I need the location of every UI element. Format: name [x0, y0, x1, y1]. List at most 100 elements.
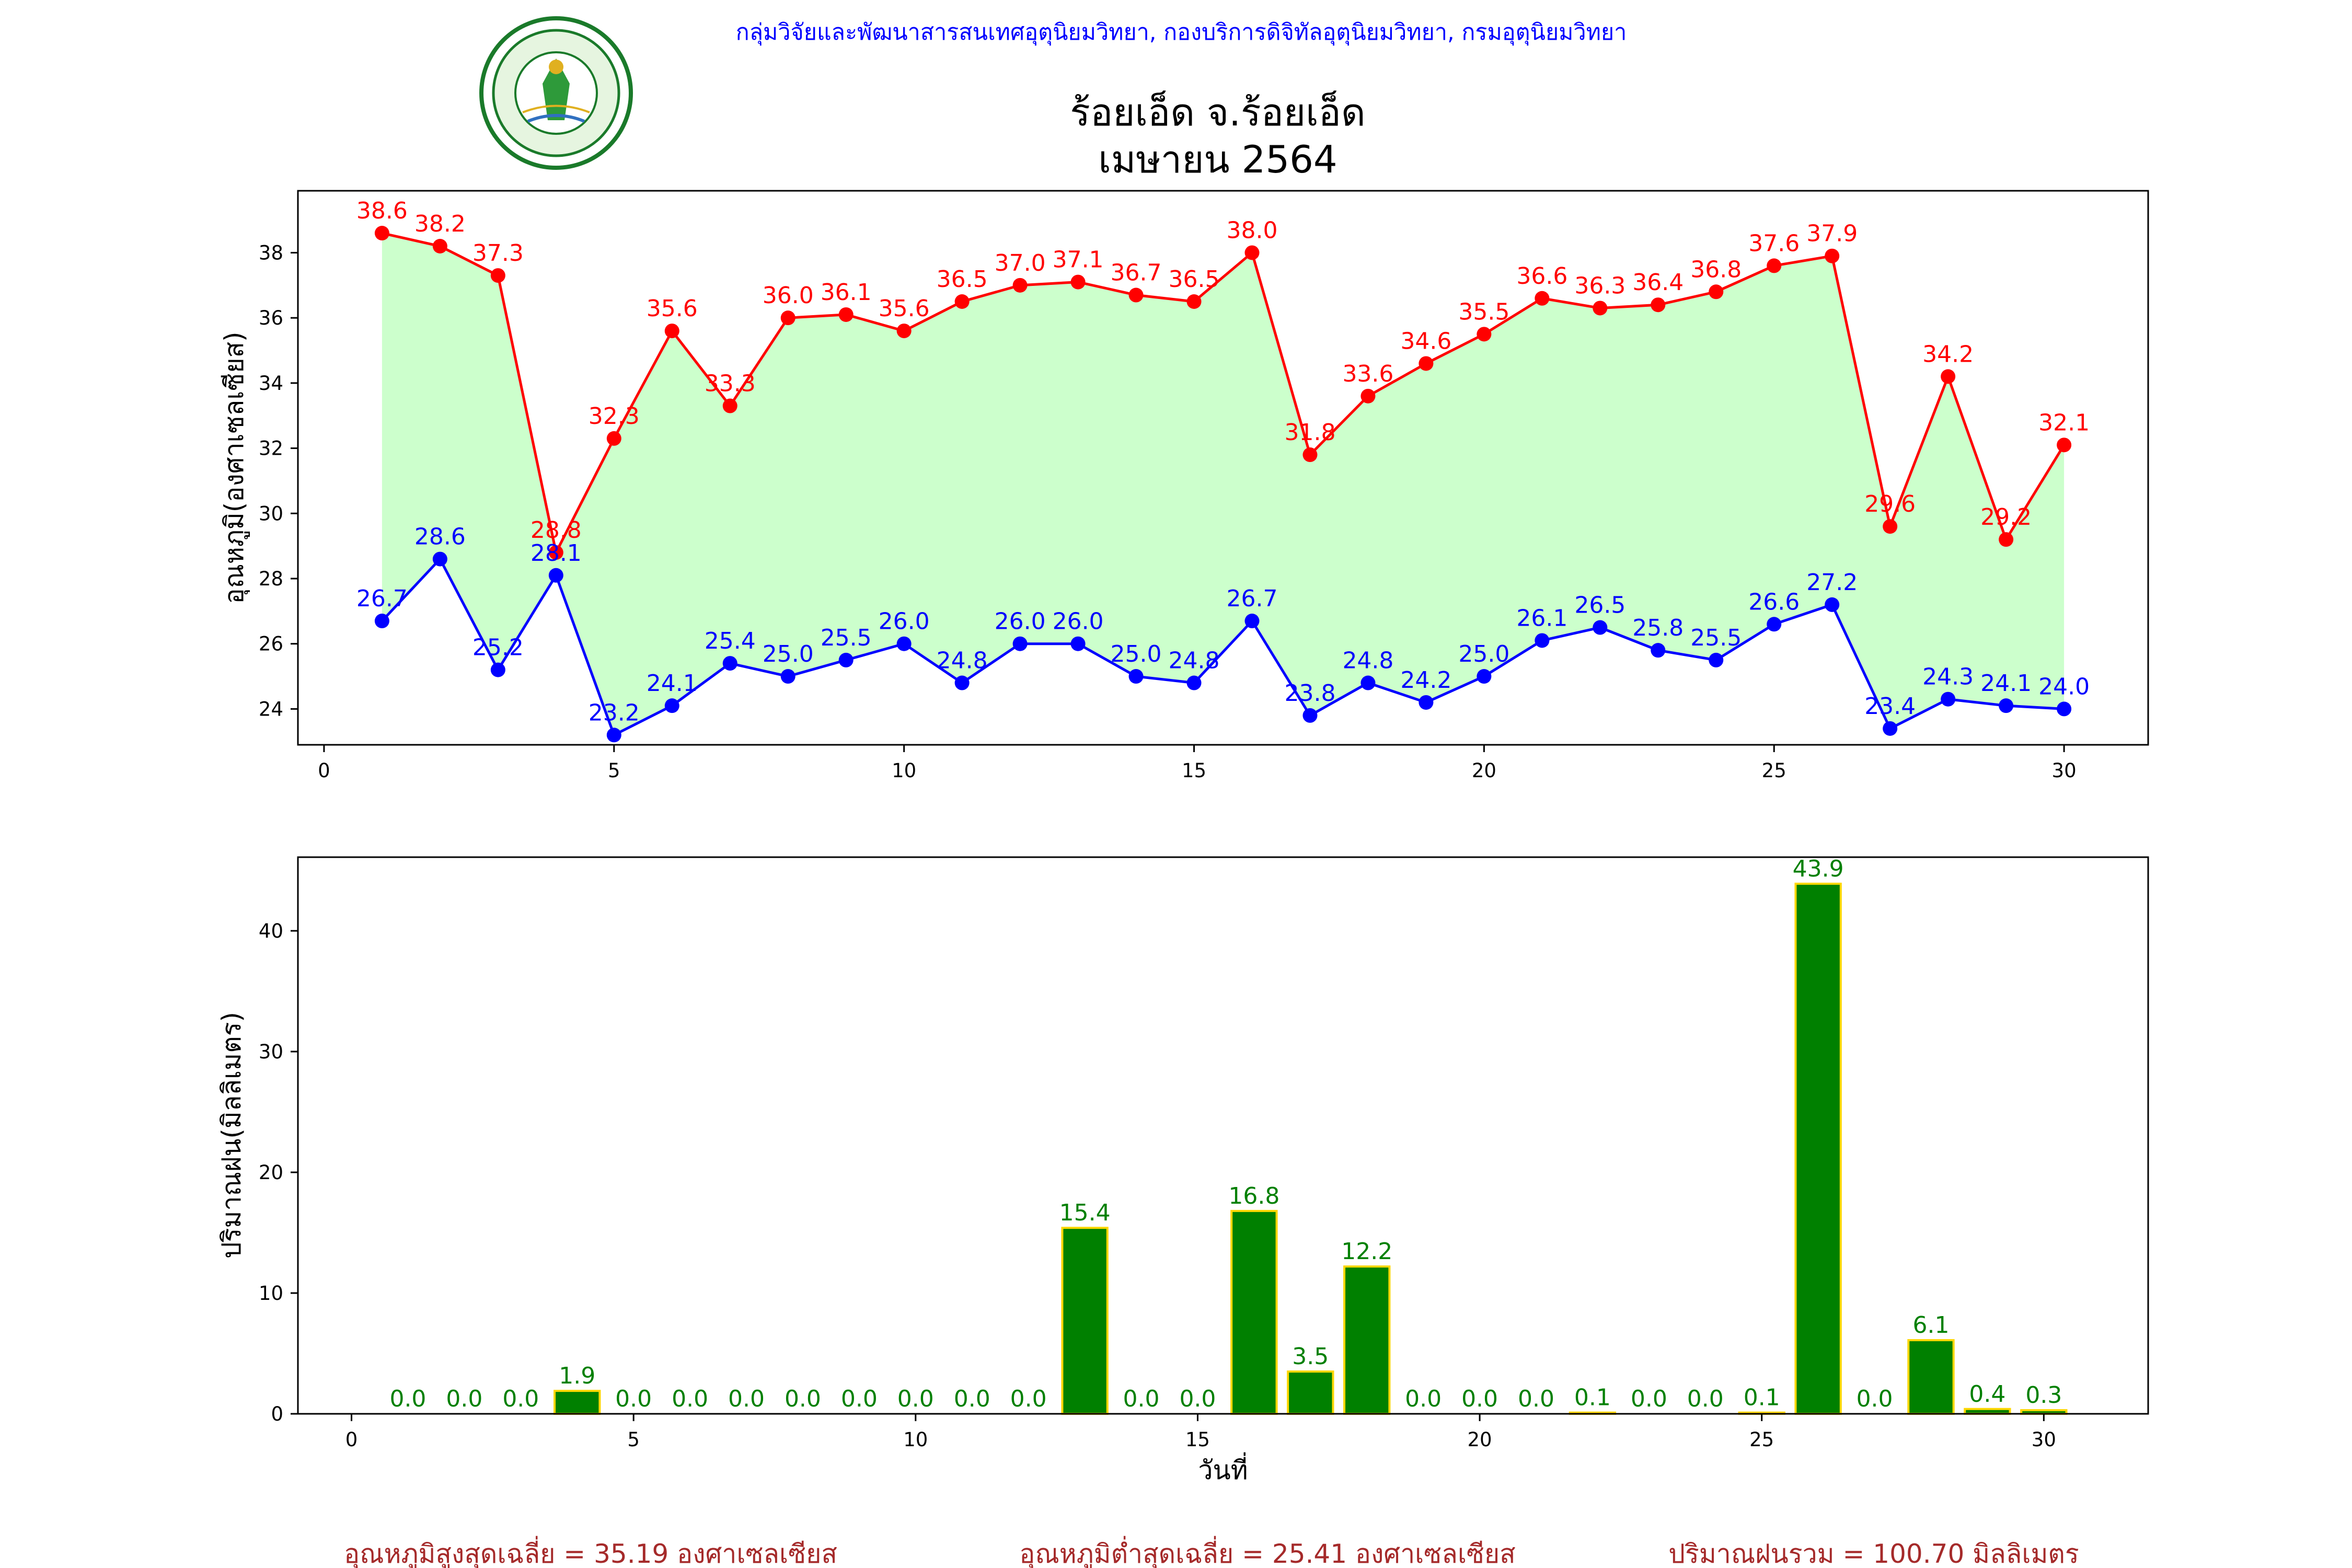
x-tick-label: 5	[608, 759, 620, 782]
y-tick-label: 30	[259, 502, 283, 525]
max-temp-point	[896, 324, 912, 339]
max-temp-point	[1419, 356, 1434, 371]
max-temp-data-label: 35.6	[647, 295, 698, 322]
max-temp-data-label: 29.2	[1980, 504, 2032, 531]
rainfall-data-label: 6.1	[1912, 1312, 1949, 1339]
rainfall-data-label: 0.0	[672, 1386, 708, 1412]
x-tick-label: 20	[1468, 1428, 1492, 1451]
rainfall-data-label: 0.0	[897, 1386, 934, 1412]
min-temp-data-label: 26.6	[1748, 589, 1800, 615]
min-temp-point	[432, 551, 447, 567]
min-temp-data-label: 26.7	[356, 585, 408, 612]
min-temp-point	[490, 662, 505, 677]
min-temp-point	[1593, 620, 1608, 635]
max-temp-data-label: 33.6	[1342, 361, 1393, 387]
x-tick-label: 25	[1762, 759, 1786, 782]
rainfall-bar	[1061, 1227, 1109, 1415]
min-temp-data-label: 28.1	[531, 540, 582, 567]
min-temp-point	[548, 568, 563, 583]
rainfall-data-label: 0.0	[1405, 1386, 1442, 1412]
min-temp-data-label: 24.0	[2038, 673, 2090, 700]
y-tick-label: 0	[271, 1403, 283, 1425]
min-temp-point	[896, 636, 912, 651]
max-temp-data-label: 37.9	[1806, 221, 1858, 247]
rainfall-data-label: 0.0	[1631, 1386, 1667, 1412]
min-temp-point	[1825, 597, 1840, 612]
rainfall-data-label: 43.9	[1793, 856, 1844, 882]
min-temp-point	[1767, 617, 1782, 632]
min-temp-point	[1651, 643, 1666, 658]
y-tick-label: 40	[259, 920, 283, 942]
min-temp-data-label: 25.0	[1111, 641, 1162, 667]
x-tick-label: 30	[2032, 1428, 2056, 1451]
rainfall-x-axis-title: วันที่	[1198, 1452, 1248, 1485]
max-temp-point	[1186, 294, 1202, 309]
min-temp-point	[1477, 669, 1492, 684]
x-tick-label: 10	[903, 1428, 928, 1451]
max-temp-point	[1825, 248, 1840, 263]
min-temp-data-label: 28.6	[414, 524, 466, 550]
min-temp-data-label: 24.1	[1980, 670, 2032, 697]
rainfall-data-label: 0.0	[1179, 1386, 1216, 1412]
min-temp-data-label: 26.7	[1227, 585, 1278, 612]
x-tick-label: 10	[892, 759, 916, 782]
min-temp-data-label: 26.5	[1574, 592, 1625, 619]
max-temp-data-label: 37.6	[1748, 230, 1800, 257]
y-tick-label: 20	[259, 1161, 283, 1184]
rainfall-bar	[1343, 1265, 1391, 1415]
max-temp-data-label: 32.1	[2038, 409, 2090, 436]
rainfall-data-label: 0.0	[615, 1386, 652, 1412]
rainfall-data-label: 0.0	[1687, 1386, 1724, 1412]
max-temp-point	[2057, 437, 2072, 453]
max-temp-data-label: 35.5	[1458, 298, 1509, 325]
min-temp-data-label: 26.0	[879, 608, 930, 635]
min-temp-point	[1186, 675, 1202, 690]
min-temp-point	[1999, 698, 2014, 713]
max-temp-data-label: 36.6	[1516, 263, 1567, 290]
rainfall-panel: 0.0 0.0 0.0 1.9 0.0 0.0 0.0 0.0 0.0 0.0 0.0 0.0 15.4…	[216, 856, 2149, 1485]
y-tick-label: 10	[259, 1282, 283, 1305]
max-temp-data-label: 37.3	[472, 240, 524, 267]
rainfall-data-label: 0.3	[2025, 1382, 2062, 1409]
min-temp-point	[1709, 652, 1724, 667]
max-temp-data-label: 34.2	[1922, 341, 1974, 367]
max-temp-point	[1361, 388, 1376, 403]
max-temp-point	[1535, 291, 1550, 306]
max-temp-data-label: 36.3	[1574, 272, 1625, 299]
min-temp-data-label: 25.0	[1458, 641, 1509, 667]
max-temp-point	[838, 307, 854, 322]
x-tick-label: 0	[345, 1428, 358, 1451]
x-tick-label: 30	[2052, 759, 2077, 782]
max-temp-point	[1651, 297, 1666, 313]
rainfall-bar	[1287, 1370, 1334, 1415]
min-temp-data-label: 26.1	[1516, 605, 1567, 631]
y-tick-label: 26	[259, 633, 283, 655]
x-tick-label: 20	[1472, 759, 1496, 782]
min-temp-point	[1883, 721, 1898, 736]
max-temp-data-label: 36.8	[1690, 256, 1742, 283]
min-temp-point	[1128, 669, 1144, 684]
max-temp-data-label: 36.5	[937, 266, 988, 293]
rainfall-bar	[1907, 1339, 1955, 1415]
rainfall-data-label: 0.0	[1857, 1386, 1893, 1412]
y-tick-label: 24	[259, 698, 283, 720]
min-temp-point	[1941, 691, 1956, 707]
x-tick-label: 0	[318, 759, 330, 782]
max-temp-data-label: 33.3	[705, 371, 756, 397]
footer-avg-max-temp: อุณหภูมิสูงสุดเฉลี่ย = 35.19 องศาเซลเซีย…	[344, 1536, 837, 1568]
min-temp-data-label: 26.0	[1053, 608, 1104, 635]
max-temp-point	[1941, 369, 1956, 384]
min-temp-point	[1419, 695, 1434, 710]
footer-total-rainfall: ปริมาณฝนรวม = 100.70 มิลลิเมตร	[1668, 1539, 2079, 1568]
rainfall-data-label: 0.0	[1461, 1386, 1498, 1412]
min-temp-point	[838, 652, 854, 667]
min-temp-data-label: 24.1	[647, 670, 698, 697]
y-tick-label: 38	[259, 241, 283, 264]
max-temp-data-label: 36.0	[763, 282, 814, 309]
min-temp-data-label: 25.2	[472, 635, 524, 661]
rainfall-data-label: 0.0	[1010, 1386, 1047, 1412]
rainfall-data-label: 0.1	[1574, 1385, 1611, 1411]
rainfall-data-label: 0.0	[841, 1386, 878, 1412]
max-temp-point	[664, 324, 679, 339]
